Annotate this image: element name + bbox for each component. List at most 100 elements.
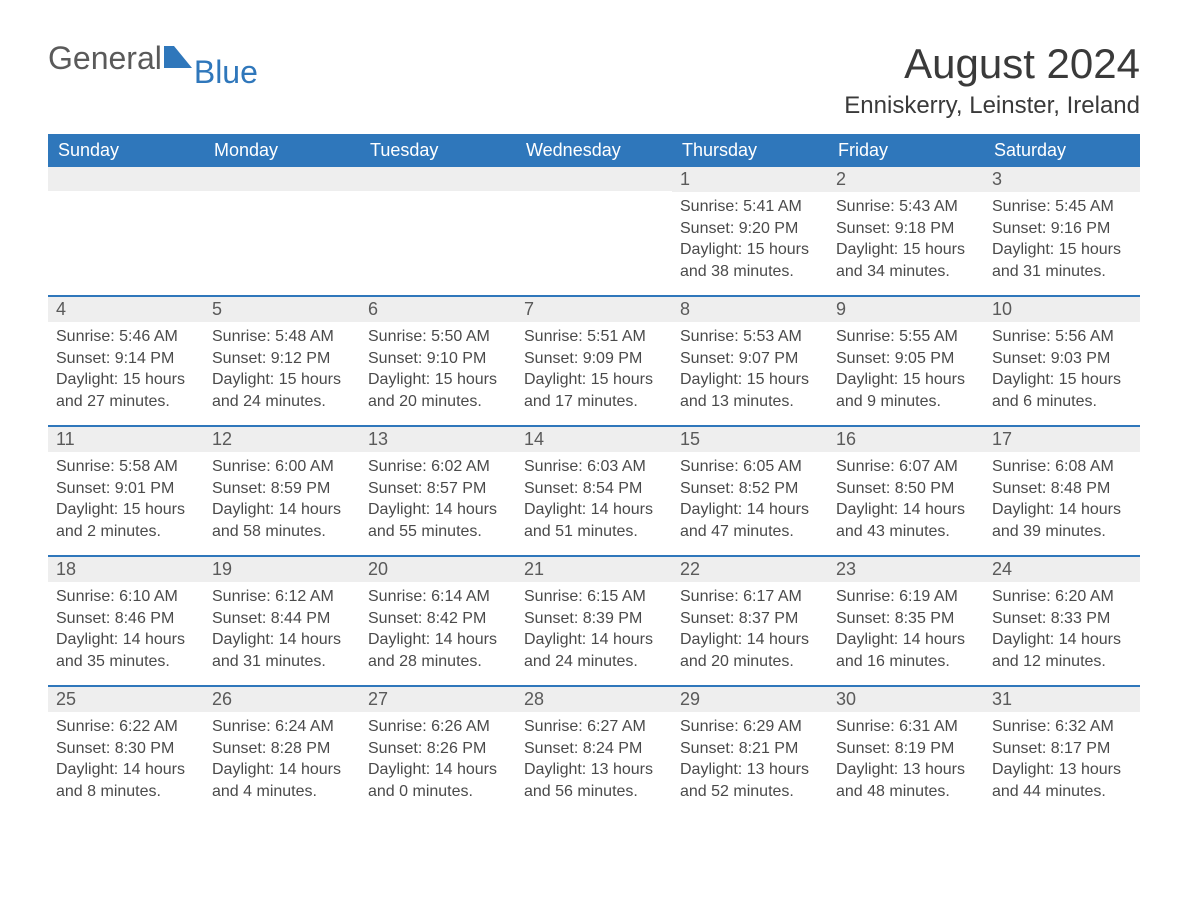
day-cell: 28Sunrise: 6:27 AMSunset: 8:24 PMDayligh… xyxy=(516,687,672,815)
day-details: Sunrise: 6:29 AMSunset: 8:21 PMDaylight:… xyxy=(672,712,828,810)
sunset-text: Sunset: 8:26 PM xyxy=(368,738,508,760)
sunset-text: Sunset: 8:19 PM xyxy=(836,738,976,760)
sunrise-text: Sunrise: 6:31 AM xyxy=(836,716,976,738)
day-number: 31 xyxy=(984,687,1140,712)
daylight-text: Daylight: 15 hours and 2 minutes. xyxy=(56,499,196,542)
sunrise-text: Sunrise: 6:24 AM xyxy=(212,716,352,738)
sunrise-text: Sunrise: 5:43 AM xyxy=(836,196,976,218)
sunrise-text: Sunrise: 6:26 AM xyxy=(368,716,508,738)
sunset-text: Sunset: 9:20 PM xyxy=(680,218,820,240)
day-cell: 17Sunrise: 6:08 AMSunset: 8:48 PMDayligh… xyxy=(984,427,1140,555)
sunset-text: Sunset: 8:48 PM xyxy=(992,478,1132,500)
day-cell: 1Sunrise: 5:41 AMSunset: 9:20 PMDaylight… xyxy=(672,167,828,295)
day-number: 2 xyxy=(828,167,984,192)
day-number: 10 xyxy=(984,297,1140,322)
day-cell: 15Sunrise: 6:05 AMSunset: 8:52 PMDayligh… xyxy=(672,427,828,555)
day-cell: 20Sunrise: 6:14 AMSunset: 8:42 PMDayligh… xyxy=(360,557,516,685)
day-number: 25 xyxy=(48,687,204,712)
week-row: 25Sunrise: 6:22 AMSunset: 8:30 PMDayligh… xyxy=(48,685,1140,815)
day-cell: 10Sunrise: 5:56 AMSunset: 9:03 PMDayligh… xyxy=(984,297,1140,425)
sunset-text: Sunset: 8:17 PM xyxy=(992,738,1132,760)
day-details: Sunrise: 5:58 AMSunset: 9:01 PMDaylight:… xyxy=(48,452,204,550)
day-number: 20 xyxy=(360,557,516,582)
day-details: Sunrise: 6:27 AMSunset: 8:24 PMDaylight:… xyxy=(516,712,672,810)
weekday-header-row: SundayMondayTuesdayWednesdayThursdayFrid… xyxy=(48,134,1140,167)
day-details: Sunrise: 6:08 AMSunset: 8:48 PMDaylight:… xyxy=(984,452,1140,550)
sunrise-text: Sunrise: 6:03 AM xyxy=(524,456,664,478)
day-cell: 22Sunrise: 6:17 AMSunset: 8:37 PMDayligh… xyxy=(672,557,828,685)
day-cell: 29Sunrise: 6:29 AMSunset: 8:21 PMDayligh… xyxy=(672,687,828,815)
sunrise-text: Sunrise: 6:00 AM xyxy=(212,456,352,478)
sunrise-text: Sunrise: 6:22 AM xyxy=(56,716,196,738)
sunrise-text: Sunrise: 6:05 AM xyxy=(680,456,820,478)
day-details: Sunrise: 6:15 AMSunset: 8:39 PMDaylight:… xyxy=(516,582,672,680)
sunrise-text: Sunrise: 5:48 AM xyxy=(212,326,352,348)
day-details: Sunrise: 5:50 AMSunset: 9:10 PMDaylight:… xyxy=(360,322,516,420)
week-row: 4Sunrise: 5:46 AMSunset: 9:14 PMDaylight… xyxy=(48,295,1140,425)
day-cell: 3Sunrise: 5:45 AMSunset: 9:16 PMDaylight… xyxy=(984,167,1140,295)
day-cell: 21Sunrise: 6:15 AMSunset: 8:39 PMDayligh… xyxy=(516,557,672,685)
sunrise-text: Sunrise: 5:56 AM xyxy=(992,326,1132,348)
day-cell: 23Sunrise: 6:19 AMSunset: 8:35 PMDayligh… xyxy=(828,557,984,685)
daylight-text: Daylight: 15 hours and 17 minutes. xyxy=(524,369,664,412)
day-number: 19 xyxy=(204,557,360,582)
sunset-text: Sunset: 8:42 PM xyxy=(368,608,508,630)
sunrise-text: Sunrise: 6:27 AM xyxy=(524,716,664,738)
day-details: Sunrise: 5:53 AMSunset: 9:07 PMDaylight:… xyxy=(672,322,828,420)
sunrise-text: Sunrise: 5:51 AM xyxy=(524,326,664,348)
daylight-text: Daylight: 13 hours and 44 minutes. xyxy=(992,759,1132,802)
day-number xyxy=(360,167,516,191)
day-details: Sunrise: 5:41 AMSunset: 9:20 PMDaylight:… xyxy=(672,192,828,290)
sunrise-text: Sunrise: 6:08 AM xyxy=(992,456,1132,478)
day-number: 18 xyxy=(48,557,204,582)
sunrise-text: Sunrise: 6:20 AM xyxy=(992,586,1132,608)
sunset-text: Sunset: 8:46 PM xyxy=(56,608,196,630)
day-details: Sunrise: 6:22 AMSunset: 8:30 PMDaylight:… xyxy=(48,712,204,810)
day-number: 4 xyxy=(48,297,204,322)
sunrise-text: Sunrise: 6:15 AM xyxy=(524,586,664,608)
month-title: August 2024 xyxy=(844,40,1140,88)
day-cell: 11Sunrise: 5:58 AMSunset: 9:01 PMDayligh… xyxy=(48,427,204,555)
sunset-text: Sunset: 9:07 PM xyxy=(680,348,820,370)
day-details: Sunrise: 6:31 AMSunset: 8:19 PMDaylight:… xyxy=(828,712,984,810)
sunrise-text: Sunrise: 5:50 AM xyxy=(368,326,508,348)
day-number: 12 xyxy=(204,427,360,452)
daylight-text: Daylight: 15 hours and 9 minutes. xyxy=(836,369,976,412)
sunset-text: Sunset: 8:30 PM xyxy=(56,738,196,760)
day-cell: 26Sunrise: 6:24 AMSunset: 8:28 PMDayligh… xyxy=(204,687,360,815)
day-number: 16 xyxy=(828,427,984,452)
daylight-text: Daylight: 14 hours and 4 minutes. xyxy=(212,759,352,802)
week-row: 18Sunrise: 6:10 AMSunset: 8:46 PMDayligh… xyxy=(48,555,1140,685)
sunrise-text: Sunrise: 6:07 AM xyxy=(836,456,976,478)
daylight-text: Daylight: 14 hours and 8 minutes. xyxy=(56,759,196,802)
day-number: 13 xyxy=(360,427,516,452)
daylight-text: Daylight: 14 hours and 0 minutes. xyxy=(368,759,508,802)
day-details: Sunrise: 5:55 AMSunset: 9:05 PMDaylight:… xyxy=(828,322,984,420)
daylight-text: Daylight: 14 hours and 24 minutes. xyxy=(524,629,664,672)
day-number: 15 xyxy=(672,427,828,452)
daylight-text: Daylight: 15 hours and 6 minutes. xyxy=(992,369,1132,412)
day-details: Sunrise: 6:05 AMSunset: 8:52 PMDaylight:… xyxy=(672,452,828,550)
sunset-text: Sunset: 8:28 PM xyxy=(212,738,352,760)
week-row: 11Sunrise: 5:58 AMSunset: 9:01 PMDayligh… xyxy=(48,425,1140,555)
sunrise-text: Sunrise: 6:12 AM xyxy=(212,586,352,608)
weekday-label: Wednesday xyxy=(516,134,672,167)
day-cell: 2Sunrise: 5:43 AMSunset: 9:18 PMDaylight… xyxy=(828,167,984,295)
day-cell-empty xyxy=(48,167,204,295)
day-number xyxy=(516,167,672,191)
day-number: 5 xyxy=(204,297,360,322)
daylight-text: Daylight: 14 hours and 39 minutes. xyxy=(992,499,1132,542)
day-number: 3 xyxy=(984,167,1140,192)
day-cell: 25Sunrise: 6:22 AMSunset: 8:30 PMDayligh… xyxy=(48,687,204,815)
sunset-text: Sunset: 9:10 PM xyxy=(368,348,508,370)
daylight-text: Daylight: 14 hours and 28 minutes. xyxy=(368,629,508,672)
logo-text-general: General xyxy=(48,40,162,77)
day-cell-empty xyxy=(204,167,360,295)
sunrise-text: Sunrise: 6:17 AM xyxy=(680,586,820,608)
daylight-text: Daylight: 14 hours and 43 minutes. xyxy=(836,499,976,542)
weekday-label: Tuesday xyxy=(360,134,516,167)
sunrise-text: Sunrise: 6:29 AM xyxy=(680,716,820,738)
sunrise-text: Sunrise: 5:58 AM xyxy=(56,456,196,478)
daylight-text: Daylight: 15 hours and 34 minutes. xyxy=(836,239,976,282)
daylight-text: Daylight: 14 hours and 35 minutes. xyxy=(56,629,196,672)
